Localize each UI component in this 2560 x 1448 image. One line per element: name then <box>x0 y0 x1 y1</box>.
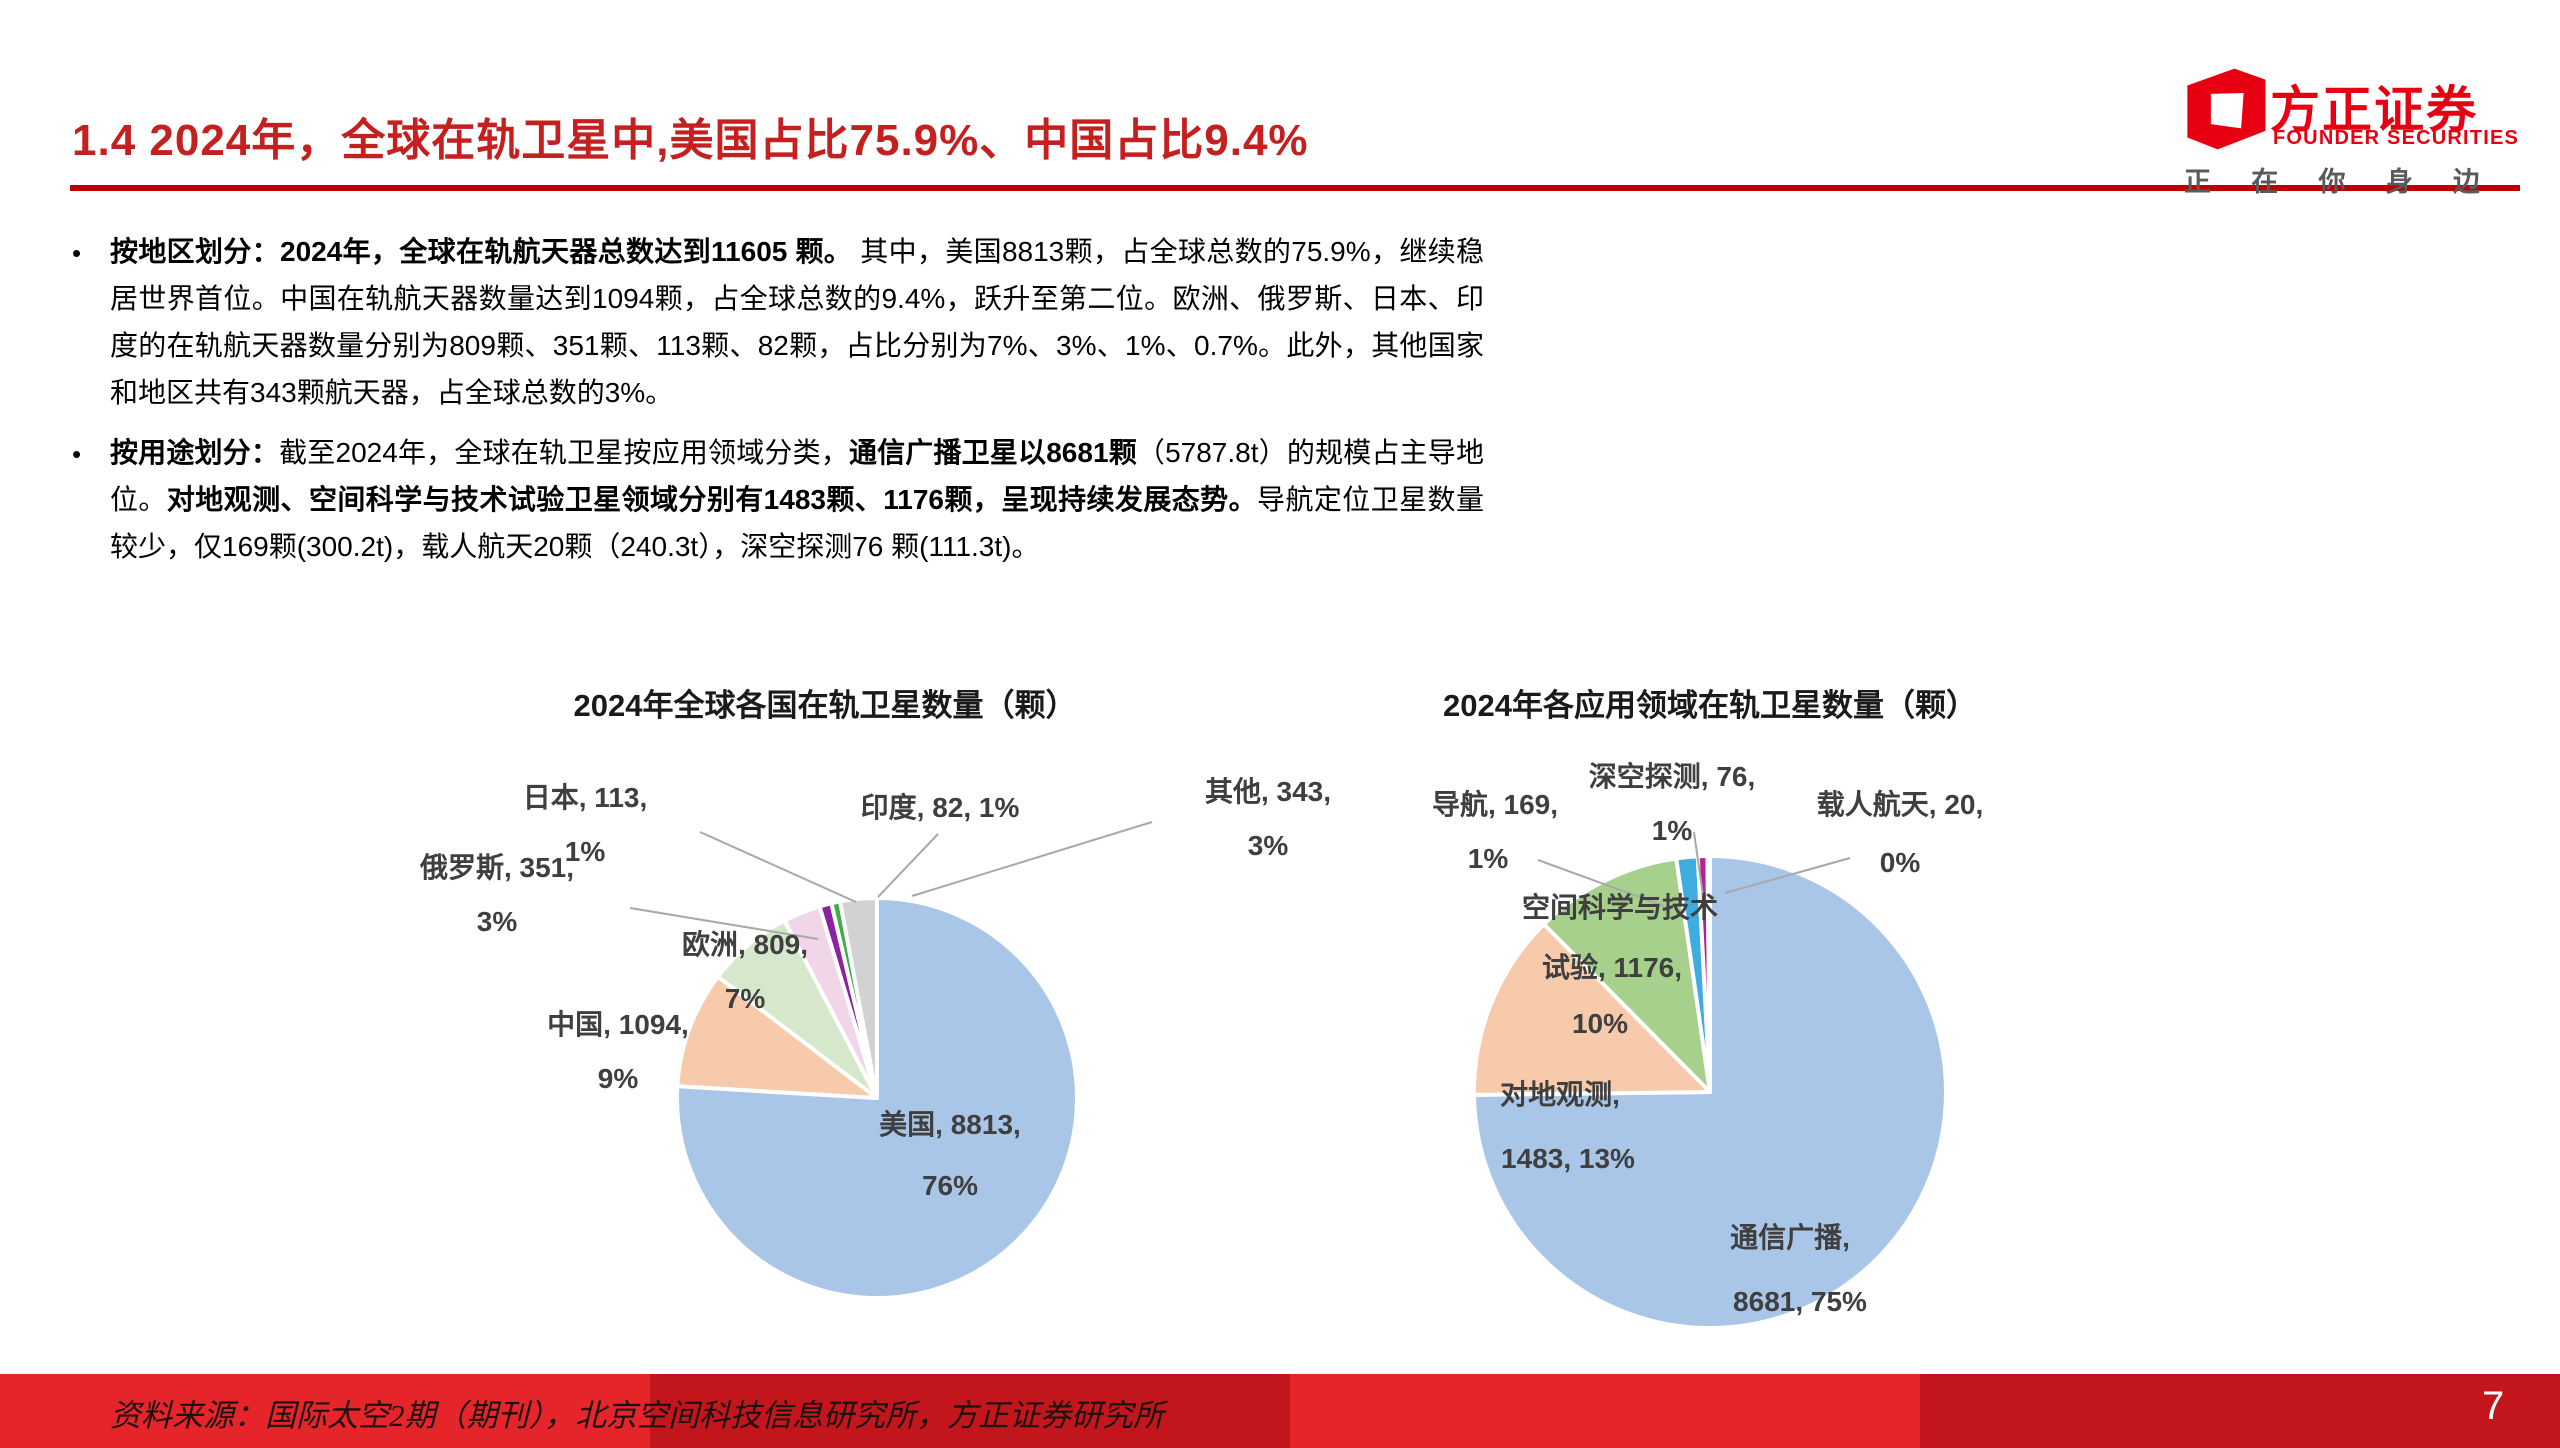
bullet-marker: • <box>72 439 82 469</box>
pie-slice-0-1 <box>675 974 879 1100</box>
bullet-segment: 按用途划分： <box>110 437 280 468</box>
page-title: 1.4 2024年，全球在轨卫星中,美国占比75.9%、中国占比9.4% <box>72 116 1309 165</box>
tagline-char: 在 <box>2251 167 2279 197</box>
chart-title-by-application: 2024年各应用领域在轨卫星数量（颗） <box>1443 688 1977 723</box>
logo-tagline: 正在你身边 <box>2184 160 2480 199</box>
bullet-segment: 截至2024年，全球在轨卫星按应用领域分类， <box>279 437 849 468</box>
pie-slice-0-6 <box>838 896 879 1100</box>
footer-bar <box>0 1374 2560 1448</box>
label-leader-line <box>1724 857 1851 894</box>
founder-logo-icon <box>2187 68 2266 150</box>
bullet-item-application: • 按用途划分：截至2024年，全球在轨卫星按应用领域分类，通信广播卫星以868… <box>72 429 1492 570</box>
page-number: 7 <box>2482 1384 2505 1428</box>
title-underline <box>70 185 2520 191</box>
tagline-char: 边 <box>2453 167 2480 197</box>
logo-company-name-en: FOUNDER SECURITIES <box>2273 127 2520 149</box>
pie-slice-1-5 <box>1705 853 1712 1094</box>
pie-slice-1-2 <box>1541 856 1712 1094</box>
source-note: 资料来源：国际太空2期（期刊），北京空间科技信息研究所，方正证券研究所 <box>110 1398 1164 1433</box>
label-leader-line <box>1537 859 1665 907</box>
bullet-segment: 对地观测、空间科学与技术试验卫星领域分别有1483颗、1176颗，呈现持续发展态… <box>166 484 1258 515</box>
chart-title-by-country: 2024年全球各国在轨卫星数量（颗） <box>573 688 1077 723</box>
label-leader-line <box>699 831 857 903</box>
footer-bar-segment <box>650 1374 1290 1448</box>
label-leader-line <box>877 833 939 898</box>
label-leader-line <box>911 821 1153 897</box>
bullet-segment: 其中，美国8813颗，占全球总数的75.9%，继续稳居世界首位。中国在轨航天器数… <box>110 236 1485 408</box>
logo-company-name: 方正证券 <box>2270 82 2478 138</box>
bullet-text-application: 按用途划分：截至2024年，全球在轨卫星按应用领域分类，通信广播卫星以8681颗… <box>110 429 1484 570</box>
label-leader-line <box>629 907 819 940</box>
label-leader-line <box>1693 831 1704 897</box>
bullet-segment: 按地区划分：2024年，全球在轨航天器总数达到11605 颗。 <box>110 236 853 267</box>
bullet-segment: 导航定位卫星数量较少，仅169颗(300.2t)，载人航天20颗（240.3t）… <box>110 484 1484 562</box>
bullet-item-region: • 按地区划分：2024年，全球在轨航天器总数达到11605 颗。 其中，美国8… <box>72 228 1492 416</box>
pie-slice-0-0 <box>675 896 1079 1300</box>
footer-bar-segment <box>0 1374 650 1448</box>
bullet-text-region: 按地区划分：2024年，全球在轨航天器总数达到11605 颗。 其中，美国881… <box>110 228 1484 416</box>
tagline-char: 你 <box>2318 167 2346 197</box>
bullet-marker: • <box>72 238 82 268</box>
pie-slice-1-1 <box>1472 922 1712 1097</box>
bullet-list: • 按地区划分：2024年，全球在轨航天器总数达到11605 颗。 其中，美国8… <box>72 228 1492 583</box>
bullet-segment: （5787.8t）的规模占主导地位。 <box>110 437 1484 515</box>
tagline-char: 正 <box>2184 167 2211 197</box>
tagline-char: 身 <box>2385 167 2413 197</box>
bullet-segment: 通信广播卫星以8681颗 <box>848 437 1137 468</box>
footer-bar-segment <box>1290 1374 1920 1448</box>
footer-bar-segment <box>1920 1374 2560 1448</box>
